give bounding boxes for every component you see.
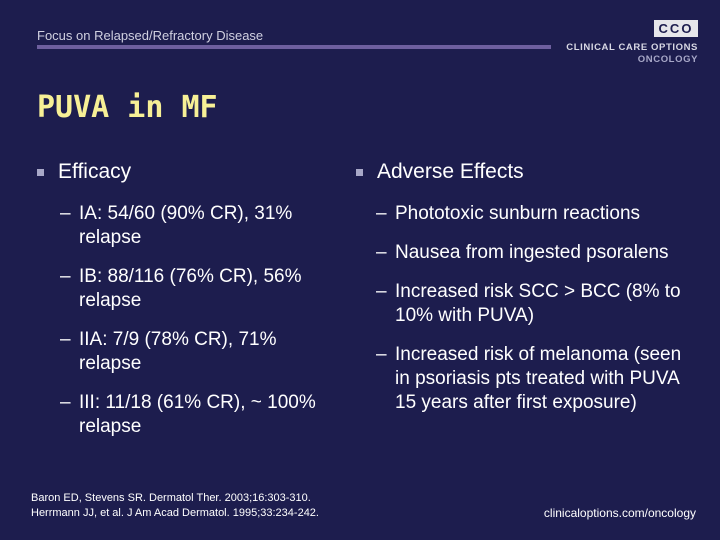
list-item-text: IIA: 7/9 (78% CR), 71% relapse [79,329,277,374]
logo: CCO CLINICAL CARE OPTIONS ONCOLOGY [566,20,698,70]
references: Baron ED, Stevens SR. Dermatol Ther. 200… [31,491,319,521]
adverse-effects-column: Adverse Effects – Phototoxic sunburn reac… [356,160,696,430]
list-item-text: III: 11/18 (61% CR), ~ 100% relapse [79,392,316,437]
efficacy-heading: Efficacy [37,160,337,184]
list-item: – Nausea from ingested psoralens [356,241,696,265]
list-item-text: Phototoxic sunburn reactions [395,203,641,224]
dash-bullet-icon: – [376,242,387,263]
adverse-effects-heading: Adverse Effects [356,160,696,184]
list-item-text: IA: 54/60 (90% CR), 31% relapse [79,203,293,248]
footer-url[interactable]: clinicaloptions.com/oncology [543,506,696,520]
list-item: – Phototoxic sunburn reactions [356,202,696,226]
reference-item: Baron ED, Stevens SR. Dermatol Ther. 200… [31,492,311,504]
list-item: – Increased risk SCC > BCC (8% to 10% wit… [356,280,696,328]
adverse-effects-list: – Phototoxic sunburn reactions – Nausea fr… [356,202,696,415]
list-item-text: Nausea from ingested psoralens [395,242,669,263]
list-item: – IIA: 7/9 (78% CR), 71% relapse [37,328,337,376]
list-item-text: Increased risk SCC > BCC (8% to 10% with… [395,281,681,326]
slide-title: PUVA in MF [37,90,218,125]
efficacy-list: – IA: 54/60 (90% CR), 31% relapse – IB: 88… [37,202,337,439]
square-bullet-icon [356,168,363,176]
dash-bullet-icon: – [60,392,71,413]
list-item: – III: 11/18 (61% CR), ~ 100% relapse [37,391,337,439]
header-text: Focus on Relapsed/Refractory Disease [37,28,264,43]
list-item-text: Increased risk of melanoma (seen in psor… [395,344,682,413]
header-rule [37,45,551,49]
adverse-effects-heading-text: Adverse Effects [377,160,524,183]
dash-bullet-icon: – [60,329,71,350]
list-item: – Increased risk of melanoma (seen in pso… [356,343,696,415]
list-item-text: IB: 88/116 (76% CR), 56% relapse [79,266,302,311]
dash-bullet-icon: – [376,203,387,224]
dash-bullet-icon: – [376,281,387,302]
logo-mark: CCO [654,20,698,37]
efficacy-heading-text: Efficacy [58,160,132,183]
logo-line2: ONCOLOGY [637,54,698,65]
dash-bullet-icon: – [376,344,387,365]
list-item: – IA: 54/60 (90% CR), 31% relapse [37,202,337,250]
dash-bullet-icon: – [60,266,71,287]
list-item: – IB: 88/116 (76% CR), 56% relapse [37,265,337,313]
logo-line1: CLINICAL CARE OPTIONS [566,42,698,53]
dash-bullet-icon: – [60,203,71,224]
efficacy-column: Efficacy – IA: 54/60 (90% CR), 31% relaps… [37,160,337,454]
square-bullet-icon [37,168,44,176]
reference-item: Herrmann JJ, et al. J Am Acad Dermatol. … [31,507,319,519]
